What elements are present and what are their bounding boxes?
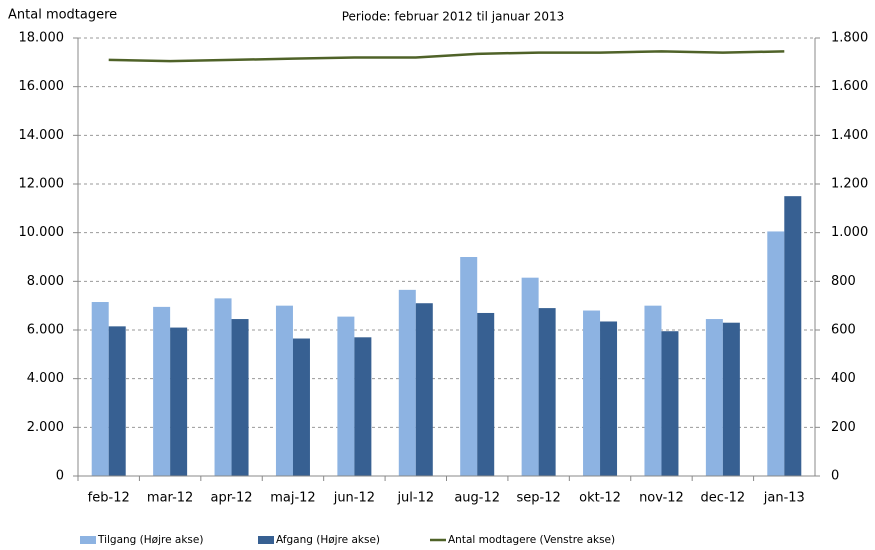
bar xyxy=(214,298,232,476)
x-tick-label: mar-12 xyxy=(147,491,193,506)
x-tick-label: sep-12 xyxy=(516,491,560,506)
bar xyxy=(108,326,126,476)
y-tick-label: 6.000 xyxy=(27,323,64,338)
bar xyxy=(784,196,802,476)
bar xyxy=(521,277,539,476)
y2-tick-label: 800 xyxy=(831,274,856,289)
bar xyxy=(722,322,740,476)
bar xyxy=(398,289,416,476)
y-tick-label: 0 xyxy=(56,469,64,484)
y-tick-label: 18.000 xyxy=(19,31,65,46)
line xyxy=(108,50,785,63)
bar xyxy=(644,305,662,476)
y2-tick-label: 1.000 xyxy=(831,225,868,240)
chart-title: Periode: februar 2012 til januar 2013 xyxy=(342,10,565,24)
x-tick-label: okt-12 xyxy=(579,491,621,506)
bar xyxy=(705,319,723,476)
bar xyxy=(170,327,188,476)
x-tick-label: jan-13 xyxy=(763,491,805,506)
y-tick-label: 16.000 xyxy=(19,79,65,94)
x-tick-label: apr-12 xyxy=(211,491,253,506)
x-tick-label: jul-12 xyxy=(396,491,434,506)
bar xyxy=(415,303,433,476)
y-tick-label: 4.000 xyxy=(27,371,64,386)
y-tick-label: 14.000 xyxy=(19,128,65,143)
bar xyxy=(477,312,495,476)
y-tick-label: 8.000 xyxy=(27,274,64,289)
bar xyxy=(275,305,293,476)
y2-tick-label: 200 xyxy=(831,420,856,435)
y2-tick-label: 1.600 xyxy=(831,79,868,94)
y-tick-label: 2.000 xyxy=(27,420,64,435)
bar xyxy=(231,319,249,476)
y-tick-label: 12.000 xyxy=(19,177,65,192)
y2-tick-label: 600 xyxy=(831,323,856,338)
legend-swatch xyxy=(80,536,96,544)
y-tick-label: 10.000 xyxy=(19,225,65,240)
y2-tick-label: 0 xyxy=(831,469,839,484)
legend-label: Afgang (Højre akse) xyxy=(276,534,380,546)
bar xyxy=(583,310,601,476)
y2-tick-label: 400 xyxy=(831,371,856,386)
y2-tick-label: 1.200 xyxy=(831,177,868,192)
x-tick-label: aug-12 xyxy=(454,491,500,506)
legend-label: Tilgang (Højre akse) xyxy=(97,534,203,546)
x-tick-label: maj-12 xyxy=(270,491,315,506)
x-tick-label: feb-12 xyxy=(88,491,130,506)
bar xyxy=(292,338,310,476)
bar xyxy=(538,308,556,476)
x-tick-label: jun-12 xyxy=(333,491,375,506)
y-axis-label: Antal modtagere xyxy=(8,8,117,23)
bar xyxy=(354,337,372,476)
x-tick-label: dec-12 xyxy=(701,491,746,506)
y2-tick-label: 1.800 xyxy=(831,31,868,46)
bar xyxy=(767,231,785,476)
y2-tick-label: 1.400 xyxy=(831,128,868,143)
bar xyxy=(460,257,478,476)
bar xyxy=(337,316,355,476)
legend-swatch xyxy=(258,536,274,544)
bar xyxy=(153,306,171,476)
bar xyxy=(91,302,109,476)
legend-label: Antal modtagere (Venstre akse) xyxy=(448,534,615,546)
bar xyxy=(661,331,679,476)
bar xyxy=(600,321,618,476)
x-tick-label: nov-12 xyxy=(639,491,684,506)
